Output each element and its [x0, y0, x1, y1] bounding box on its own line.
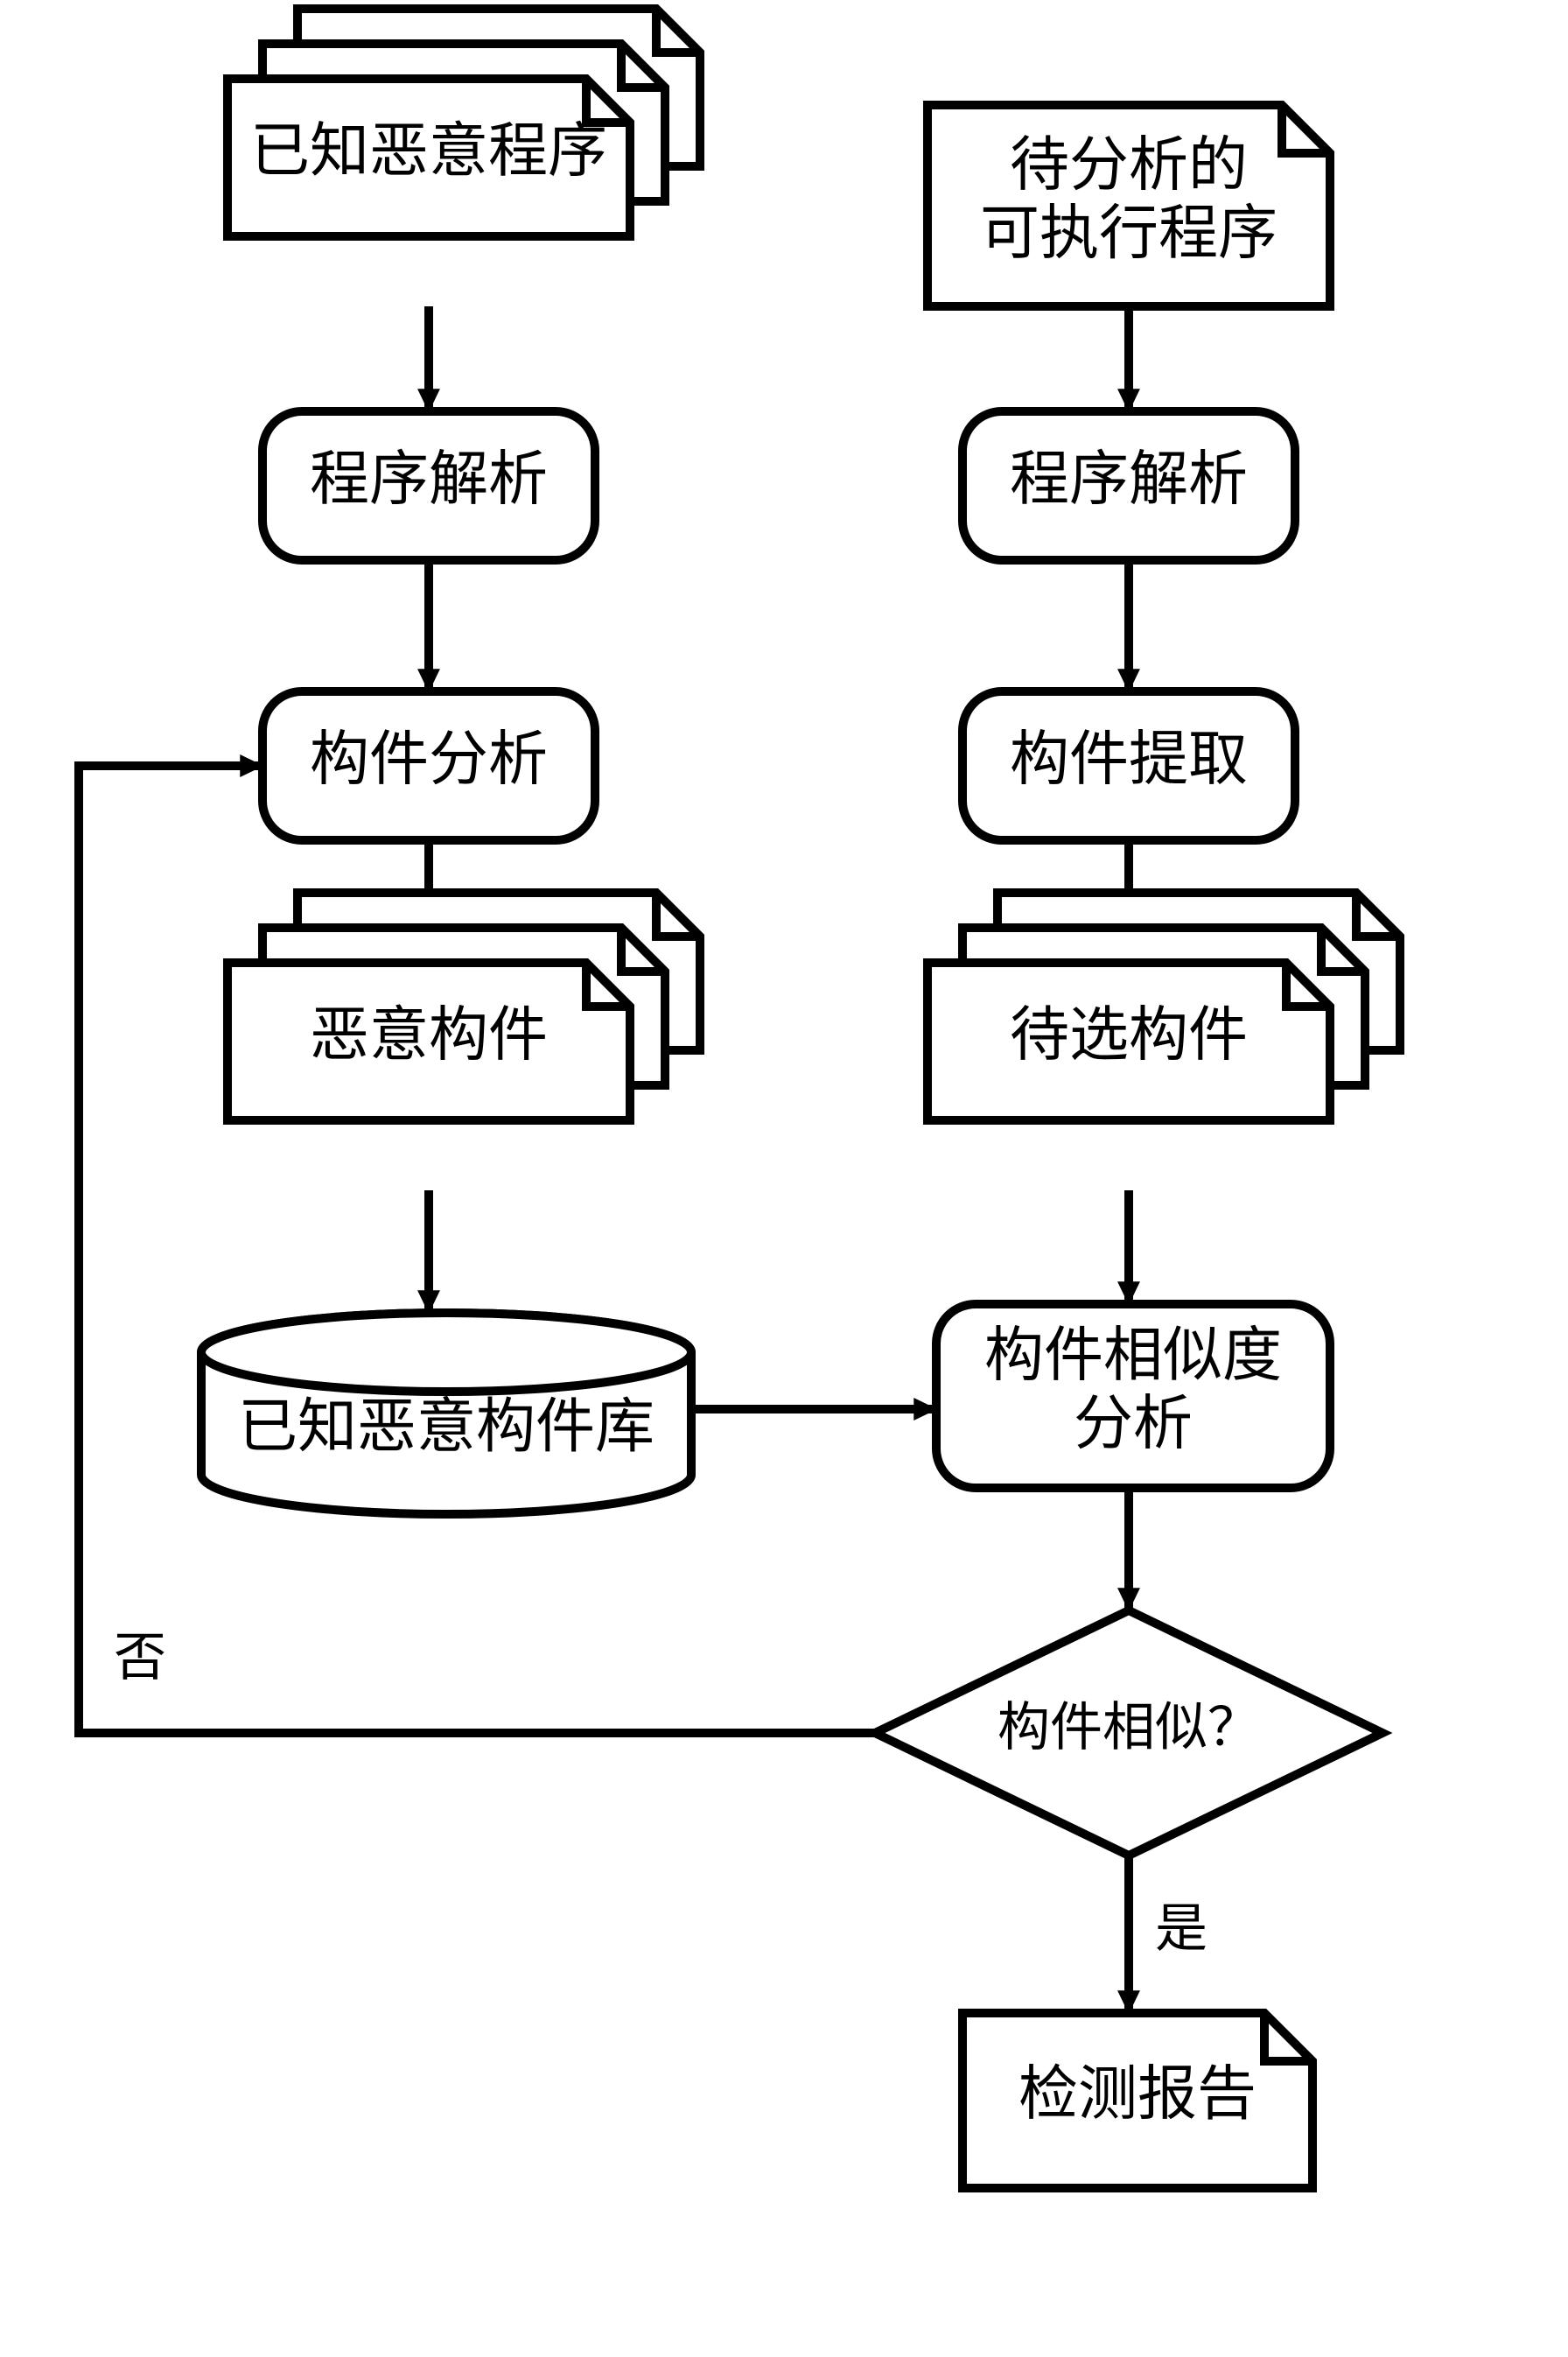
svg-text:待选构件: 待选构件	[1010, 1002, 1248, 1069]
svg-text:构件相似度: 构件相似度	[984, 1322, 1282, 1389]
svg-text:已知恶意程序: 已知恶意程序	[250, 118, 607, 185]
svg-text:是: 是	[1155, 1900, 1208, 1958]
svg-text:恶意构件: 恶意构件	[310, 1002, 548, 1069]
svg-text:程序解析: 程序解析	[1010, 446, 1248, 513]
svg-text:分析: 分析	[1074, 1391, 1193, 1457]
svg-text:程序解析: 程序解析	[310, 446, 548, 513]
svg-text:构件相似？: 构件相似？	[998, 1699, 1260, 1757]
svg-text:可执行程序: 可执行程序	[980, 200, 1278, 267]
svg-text:检测报告: 检测报告	[1018, 2061, 1256, 2128]
svg-text:构件提取: 构件提取	[1010, 726, 1248, 793]
svg-text:已知恶意构件库: 已知恶意构件库	[238, 1393, 654, 1460]
svg-text:待分析的: 待分析的	[1010, 132, 1248, 199]
svg-text:否: 否	[114, 1629, 166, 1687]
svg-text:构件分析: 构件分析	[310, 726, 548, 793]
